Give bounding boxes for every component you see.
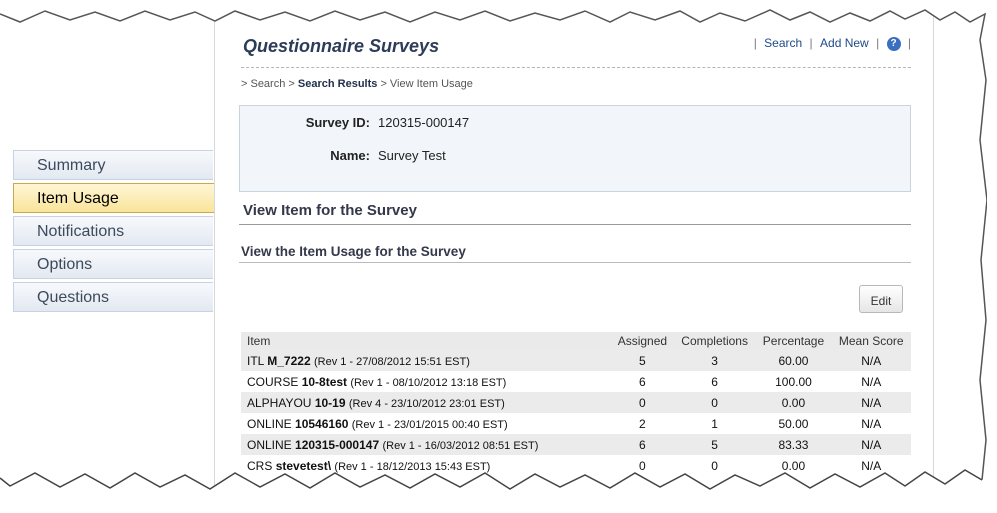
breadcrumb-search[interactable]: > Search > xyxy=(241,78,295,90)
title-divider xyxy=(241,67,911,68)
table-row[interactable]: CRS stevetest\ (Rev 1 - 18/12/2013 15:43… xyxy=(241,455,911,476)
item-revision: (Rev 1 - 08/10/2012 13:18 EST) xyxy=(350,376,507,389)
survey-name-label: Name: xyxy=(330,148,370,163)
search-link[interactable]: Search xyxy=(764,36,803,50)
column-header-percentage[interactable]: Percentage xyxy=(755,332,832,350)
link-separator: | xyxy=(907,36,911,50)
link-separator: | xyxy=(753,36,757,50)
nav-item-label: Summary xyxy=(37,157,106,174)
column-header-completions[interactable]: Completions xyxy=(673,332,756,350)
table-row[interactable]: COURSE 10-8test (Rev 1 - 08/10/2012 13:1… xyxy=(241,371,911,392)
section-heading: View Item for the Survey xyxy=(243,202,417,219)
mean-score-cell: N/A xyxy=(861,374,882,389)
item-revision: (Rev 1 - 23/01/2015 00:40 EST) xyxy=(351,418,508,431)
item-revision: (Rev 1 - 27/08/2012 15:51 EST) xyxy=(313,355,470,368)
nav-item-label: Item Usage xyxy=(37,190,119,207)
item-cell: ONLINE 10546160 (Rev 1 - 23/01/2015 00:4… xyxy=(241,413,611,434)
table-row[interactable]: ITL M_7222 (Rev 1 - 27/08/2012 15:51 EST… xyxy=(241,350,911,371)
item-code[interactable]: 10546160 xyxy=(295,416,349,431)
nav-item-summary[interactable]: Summary xyxy=(13,150,213,180)
item-prefix: ITL xyxy=(247,353,264,368)
assigned-cell: 5 xyxy=(611,350,674,371)
assigned-cell: 0 xyxy=(611,392,674,413)
completions-cell: 1 xyxy=(711,416,718,431)
column-header-item[interactable]: Item xyxy=(241,332,611,350)
item-prefix: ONLINE xyxy=(247,437,292,452)
completions-cell: 3 xyxy=(673,350,756,371)
nav-item-label: Notifications xyxy=(37,223,125,240)
item-prefix: CRS xyxy=(247,458,273,473)
assigned-cell: 0 xyxy=(639,458,646,473)
item-prefix: COURSE xyxy=(247,374,299,389)
item-code[interactable]: 10-8test xyxy=(301,374,348,389)
survey-info-box: Survey ID: 120315-000147 Name: Survey Te… xyxy=(239,105,911,192)
table-header-row: Item Assigned Completions Percentage Mea… xyxy=(241,332,911,350)
assigned-cell: 2 xyxy=(639,416,646,431)
page-title: Questionnaire Surveys xyxy=(243,36,440,56)
mean-score-cell: N/A xyxy=(861,458,882,473)
completions-cell: 5 xyxy=(673,434,756,455)
link-separator: | xyxy=(809,36,813,50)
nav-item-label: Questions xyxy=(37,289,110,306)
item-revision: (Rev 4 - 23/10/2012 23:01 EST) xyxy=(348,397,505,410)
side-nav: Summary Item Usage Notifications Options… xyxy=(13,150,234,315)
nav-item-questions[interactable]: Questions xyxy=(13,282,213,312)
mean-score-cell: N/A xyxy=(861,416,882,431)
table-row[interactable]: ONLINE 120315-000147 (Rev 1 - 16/03/2012… xyxy=(241,434,911,455)
item-cell: COURSE 10-8test (Rev 1 - 08/10/2012 13:1… xyxy=(241,371,611,392)
section-divider xyxy=(239,224,911,225)
item-cell: ITL M_7222 (Rev 1 - 27/08/2012 15:51 EST… xyxy=(241,350,611,371)
item-cell: CRS stevetest\ (Rev 1 - 18/12/2013 15:43… xyxy=(241,455,611,476)
item-usage-table: Item Assigned Completions Percentage Mea… xyxy=(241,332,911,476)
mean-score-cell: N/A xyxy=(831,434,911,455)
survey-id-value: 120315-000147 xyxy=(378,115,470,130)
top-links: | Search | Add New | ? | xyxy=(754,36,911,51)
column-header-mean-score[interactable]: Mean Score xyxy=(831,332,911,350)
percentage-cell: 0.00 xyxy=(781,458,806,473)
nav-item-item-usage[interactable]: Item Usage xyxy=(13,183,234,215)
item-code[interactable]: 10-19 xyxy=(314,395,346,410)
completions-cell: 6 xyxy=(711,374,718,389)
percentage-cell: 50.00 xyxy=(778,416,809,431)
item-cell: ALPHAYOU 10-19 (Rev 4 - 23/10/2012 23:01… xyxy=(241,392,611,413)
item-revision: (Rev 1 - 16/03/2012 08:51 EST) xyxy=(382,439,539,452)
completions-cell: 0 xyxy=(711,458,718,473)
assigned-cell: 6 xyxy=(611,434,674,455)
assigned-cell: 6 xyxy=(639,374,646,389)
item-code[interactable]: stevetest\ xyxy=(275,458,332,473)
breadcrumb-current: > View Item Usage xyxy=(380,78,473,90)
mean-score-cell: N/A xyxy=(831,392,911,413)
subsection-divider xyxy=(239,262,911,263)
main-panel: Questionnaire Surveys | Search | Add New… xyxy=(214,0,934,513)
item-code[interactable]: M_7222 xyxy=(267,353,311,368)
percentage-cell: 0.00 xyxy=(755,392,832,413)
item-prefix: ONLINE xyxy=(247,416,292,431)
add-new-link[interactable]: Add New xyxy=(820,36,869,50)
percentage-cell: 83.33 xyxy=(755,434,832,455)
help-icon[interactable]: ? xyxy=(886,36,901,51)
completions-cell: 0 xyxy=(673,392,756,413)
survey-name-value: Survey Test xyxy=(378,148,446,163)
percentage-cell: 60.00 xyxy=(755,350,832,371)
item-revision: (Rev 1 - 18/12/2013 15:43 EST) xyxy=(334,460,491,473)
item-code[interactable]: 120315-000147 xyxy=(295,437,380,452)
link-separator: | xyxy=(876,36,880,50)
item-prefix: ALPHAYOU xyxy=(247,395,312,410)
table-row[interactable]: ONLINE 10546160 (Rev 1 - 23/01/2015 00:4… xyxy=(241,413,911,434)
mean-score-cell: N/A xyxy=(831,350,911,371)
nav-item-label: Options xyxy=(37,256,93,273)
survey-id-label: Survey ID: xyxy=(305,115,370,130)
nav-item-options[interactable]: Options xyxy=(13,249,213,279)
percentage-cell: 100.00 xyxy=(775,374,812,389)
breadcrumb-search-results[interactable]: Search Results xyxy=(297,78,378,90)
edit-button[interactable]: Edit xyxy=(859,285,903,313)
breadcrumb: > Search > Search Results > View Item Us… xyxy=(241,78,473,90)
nav-item-notifications[interactable]: Notifications xyxy=(13,216,213,246)
section-subheading: View the Item Usage for the Survey xyxy=(241,244,466,259)
table-row[interactable]: ALPHAYOU 10-19 (Rev 4 - 23/10/2012 23:01… xyxy=(241,392,911,413)
column-header-assigned[interactable]: Assigned xyxy=(611,332,674,350)
item-cell: ONLINE 120315-000147 (Rev 1 - 16/03/2012… xyxy=(241,434,611,455)
